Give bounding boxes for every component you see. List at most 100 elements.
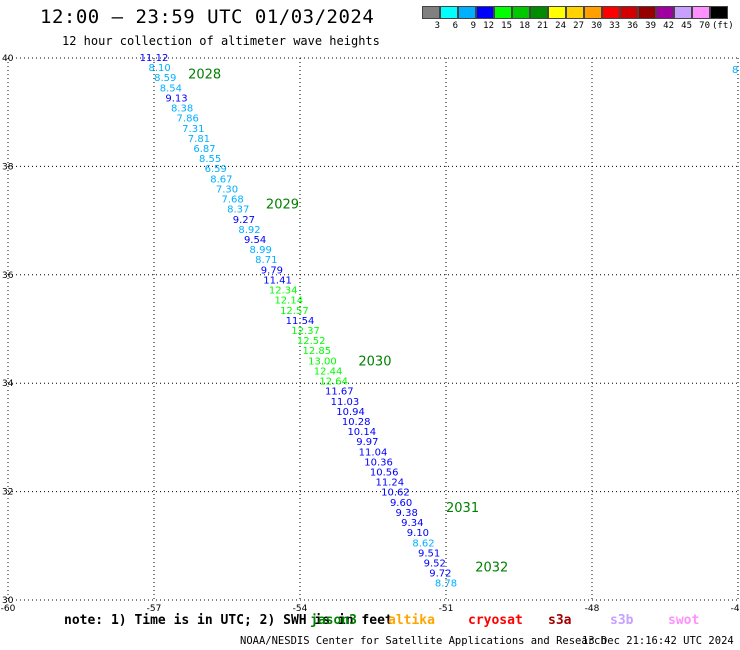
time-label: 2032 [475, 560, 508, 575]
wave-height-label: 9.27 [233, 215, 255, 226]
wave-height-label: 12.64 [319, 377, 348, 388]
wave-height-label: 9.10 [407, 528, 429, 539]
wave-height-label: 9.60 [390, 498, 412, 509]
x-tick-label: -60 [1, 604, 16, 614]
time-label: 2028 [188, 67, 221, 82]
satellite-legend-s3a: s3a [548, 613, 572, 628]
wave-height-label: 8.59 [154, 73, 176, 84]
colorbar-swatch [548, 6, 566, 19]
wave-height-label: 10.94 [336, 407, 365, 418]
time-label: 2030 [358, 355, 391, 370]
chart-subtitle: 12 hour collection of altimeter wave hei… [62, 34, 380, 48]
wave-height-label: 11.41 [263, 275, 292, 286]
wave-height-label: 11.03 [331, 397, 360, 408]
footer-note: note: 1) Time is in UTC; 2) SWH is in fe… [64, 613, 393, 628]
colorbar-label: 9 [470, 21, 476, 31]
edge-wave-label: 8 [732, 65, 738, 76]
wave-height-label: 12.85 [303, 346, 332, 357]
colorbar-label: 70 [699, 21, 710, 31]
colorbar-label: 42 [663, 21, 674, 31]
wave-height-label: 10.62 [381, 488, 410, 499]
wave-height-label: 9.13 [165, 93, 187, 104]
satellite-legend-altika: altika [388, 613, 435, 628]
colorbar-unit: (ft) [712, 21, 734, 31]
wave-height-label: 10.14 [347, 427, 376, 438]
colorbar-swatch [566, 6, 584, 19]
chart-title: 12:00 – 23:59 UTC 01/03/2024 [40, 6, 375, 28]
colorbar-label: 33 [609, 21, 620, 31]
wave-height-label: 9.34 [401, 518, 423, 529]
colorbar-label: 39 [645, 21, 656, 31]
footer-timestamp: 13 Dec 21:16:42 UTC 2024 [582, 635, 734, 647]
wave-height-label: 10.28 [342, 417, 371, 428]
colorbar-swatch [512, 6, 530, 19]
colorbar-swatch [620, 6, 638, 19]
wave-height-label: 8.37 [227, 205, 249, 216]
wave-height-label: 8.71 [255, 255, 277, 266]
colorbar-label: 18 [519, 21, 530, 31]
wave-height-label: 13.00 [308, 356, 337, 367]
x-tick-label: -45 [731, 604, 740, 614]
wave-height-label: 8.78 [435, 579, 457, 590]
colorbar-swatch [710, 6, 728, 19]
wave-height-label: 6.59 [205, 164, 227, 175]
y-tick-label: 34 [2, 379, 14, 389]
colorbar-swatch [674, 6, 692, 19]
colorbar-label: 24 [555, 21, 566, 31]
colorbar-swatch [656, 6, 674, 19]
colorbar-label: 21 [537, 21, 548, 31]
colorbar-labels: 3 6 9 12 15 18 21 24 27 30 33 36 39 42 45 70 (ft) [422, 21, 734, 31]
colorbar-label: 6 [452, 21, 458, 31]
wave-height-label: 8.99 [250, 245, 272, 256]
wave-height-label: 7.31 [182, 124, 204, 135]
x-tick-label: -48 [585, 604, 600, 614]
colorbar-swatch [440, 6, 458, 19]
y-tick-label: 36 [2, 271, 14, 281]
x-tick-label: -51 [439, 604, 454, 614]
y-tick-label: 40 [2, 54, 14, 64]
wave-height-label: 8.54 [160, 83, 182, 94]
wave-height-label: 9.79 [261, 265, 283, 276]
colorbar-swatch [458, 6, 476, 19]
colorbar-label: 15 [501, 21, 512, 31]
wave-height-label: 8.10 [148, 63, 170, 74]
wave-height-label: 9.38 [396, 508, 418, 519]
wave-height-label: 12.44 [314, 366, 343, 377]
wave-height-label: 8.38 [171, 104, 193, 115]
colorbar-swatch [584, 6, 602, 19]
y-tick-label: 32 [2, 488, 13, 498]
colorbar-swatch [602, 6, 620, 19]
wave-height-label: 11.12 [140, 53, 169, 64]
wave-height-label: 9.54 [244, 235, 266, 246]
wave-height-label: 8.62 [412, 538, 434, 549]
colorbar-label: 27 [573, 21, 584, 31]
wave-height-label: 8.67 [210, 174, 232, 185]
colorbar [422, 6, 728, 19]
colorbar-label: 12 [483, 21, 494, 31]
x-tick-label: -54 [293, 604, 308, 614]
wave-height-label: 7.81 [188, 134, 210, 145]
wave-height-label: 7.86 [177, 114, 199, 125]
colorbar-label: 3 [434, 21, 440, 31]
time-label: 2029 [266, 197, 299, 212]
wave-height-label: 7.68 [221, 195, 243, 206]
colorbar-swatch [638, 6, 656, 19]
wave-height-label: 10.36 [364, 457, 393, 468]
colorbar-swatch [494, 6, 512, 19]
wave-height-label: 8.55 [199, 154, 221, 165]
satellite-legend-s3b: s3b [610, 613, 634, 628]
satellite-legend-cryosat: cryosat [468, 613, 523, 628]
colorbar-label: 45 [681, 21, 692, 31]
wave-height-label: 9.97 [356, 437, 378, 448]
wave-height-label: 9.72 [429, 569, 451, 580]
wave-height-label: 12.37 [291, 326, 320, 337]
satellite-legend-jason3: jason3 [310, 613, 357, 628]
y-tick-label: 38 [2, 162, 14, 172]
time-label: 2031 [446, 501, 479, 516]
wave-height-label: 12.34 [269, 286, 298, 297]
colorbar-label: 30 [591, 21, 602, 31]
wave-height-label: 12.14 [274, 296, 303, 307]
colorbar-swatch [422, 6, 440, 19]
colorbar-swatch [692, 6, 710, 19]
wave-height-label: 11.24 [376, 478, 405, 489]
